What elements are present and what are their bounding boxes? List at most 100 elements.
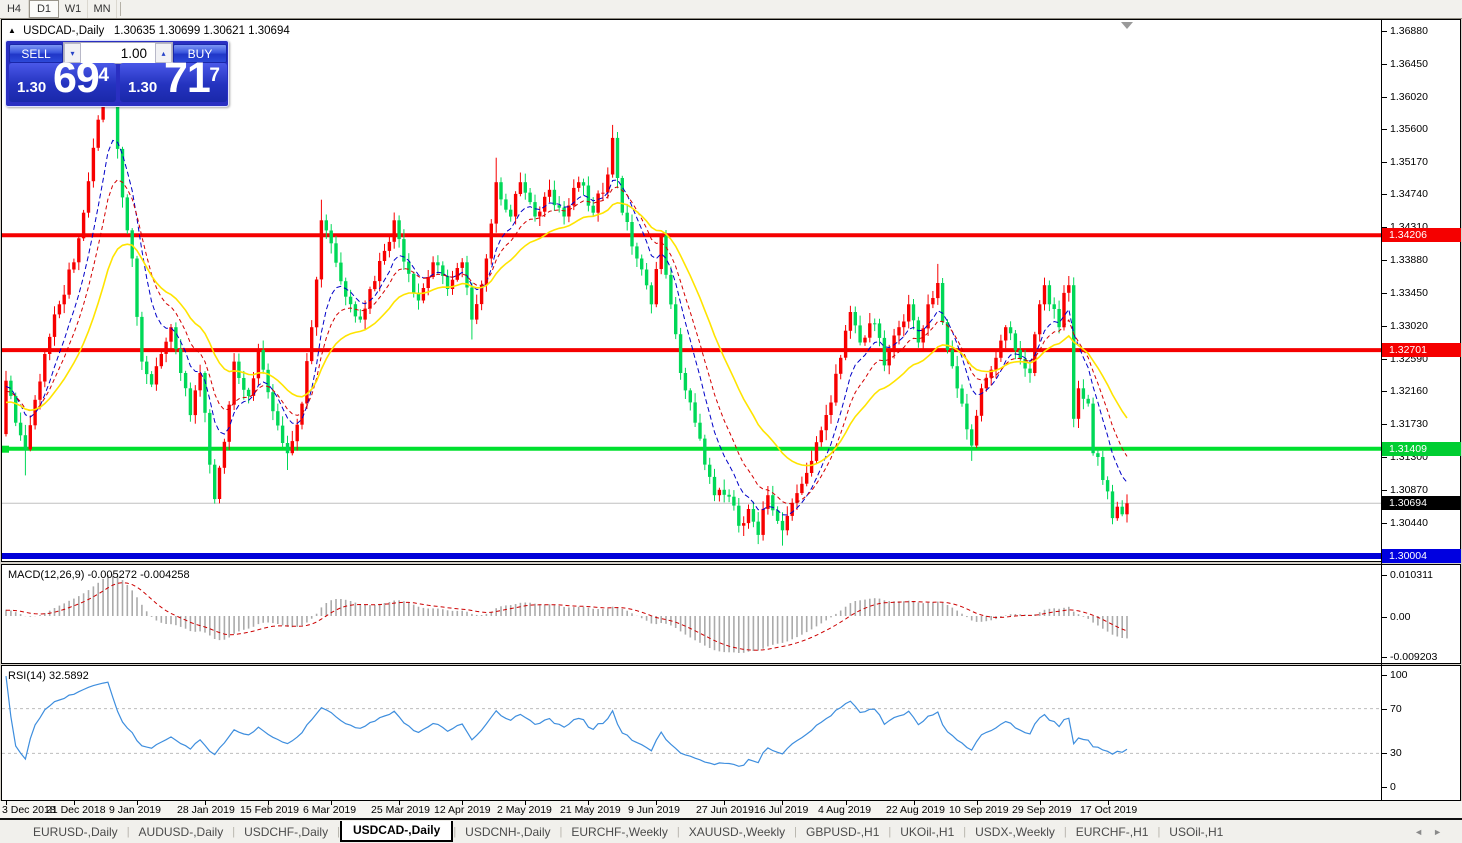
chart-tab-usdx-weekly[interactable]: USDX-,Weekly [975,824,1055,839]
date-label: 21 May 2019 [560,804,621,816]
sell-button[interactable]: SELL [9,44,63,63]
chart-tab-xauusd-weekly[interactable]: XAUUSD-,Weekly [688,824,786,839]
timeframe-button-w1[interactable]: W1 [59,0,88,18]
date-label: 29 Sep 2019 [1012,804,1072,816]
axis-tick [1381,194,1387,195]
volume-input[interactable]: 1.00 [120,45,147,61]
h-line-handle [2,445,9,453]
date-tick [1108,801,1109,805]
axis-tick [1381,260,1387,261]
sell-price-box[interactable]: 1.30 69 4 [9,54,116,102]
chart-tab-eurchf-weekly[interactable]: EURCHF-,Weekly [571,824,668,839]
axis-tick [1381,162,1387,163]
rsi-tick-label: 100 [1390,669,1408,681]
date-label: 10 Sep 2019 [949,804,1009,816]
price-tick-label: 1.36880 [1390,25,1428,37]
date-tick [846,801,847,805]
date-tick [331,801,332,805]
axis-tick [1381,129,1387,130]
date-tick [525,801,526,805]
chart-tab-eurchf-h1[interactable]: EURCHF-,H1 [1075,824,1149,839]
price-tag-1.30004: 1.30004 [1382,549,1461,563]
buy-price-box[interactable]: 1.30 71 7 [120,54,227,102]
chart-tab-usoil-h1[interactable]: USOil-,H1 [1169,824,1224,839]
axis-tick [1381,490,1387,491]
price-tick-label: 1.30870 [1390,484,1428,496]
price-chart-pane[interactable] [1,19,1461,562]
date-label: 6 Mar 2019 [303,804,357,816]
candlestick-chart[interactable] [2,20,1381,561]
axis-tick [1381,523,1387,524]
axis-tick [1381,617,1387,618]
date-label: 2 May 2019 [497,804,552,816]
axis-tick [1381,675,1387,676]
chart-tab-audusd-daily[interactable]: AUDUSD-,Daily [138,824,224,839]
date-tick [399,801,400,805]
tab-separator: | [232,825,236,838]
price-tick-label: 1.31730 [1390,418,1428,430]
price-tick-label: 1.33020 [1390,320,1428,332]
date-label: 21 Dec 2018 [46,804,106,816]
tab-scroll-left-icon[interactable]: ◄ [1414,826,1434,837]
one-click-trade-panel: SELL ▾ 1.00 ▴ BUY 1.30 69 4 1.30 71 7 [5,40,229,107]
tab-separator: | [126,825,130,838]
macd-pane[interactable] [1,564,1461,664]
shift-marker-icon [1121,22,1133,29]
volume-up-icon[interactable]: ▴ [155,43,172,63]
price-tag-1.30694: 1.30694 [1382,496,1461,510]
date-tick [6,801,7,805]
sell-price-prefix: 1.30 [17,79,47,96]
sell-price-big: 69 [53,54,100,102]
axis-tick [1381,709,1387,710]
date-label: 17 Oct 2019 [1080,804,1138,816]
price-tick-label: 1.33880 [1390,254,1428,266]
tab-separator: | [794,825,798,838]
macd-tick-label: 0.010311 [1390,569,1434,581]
chart-tab-ukoil-h1[interactable]: UKOil-,H1 [900,824,955,839]
date-tick [74,801,75,805]
price-tag-1.34206: 1.34206 [1382,228,1461,242]
date-tick [137,801,138,805]
tab-scroll-right-icon[interactable]: ► [1433,826,1452,837]
volume-spinner: ▾ 1.00 ▴ [63,42,173,64]
chart-tab-eurusd-daily[interactable]: EURUSD-,Daily [33,824,118,839]
date-label: 9 Jan 2019 [109,804,161,816]
chart-tab-usdcad-daily[interactable]: USDCAD-,Daily [339,821,454,842]
axis-tick [1381,64,1387,65]
date-label: 22 Aug 2019 [886,804,945,816]
macd-signal-line [5,582,1128,651]
timeframe-button-d1[interactable]: D1 [29,0,59,18]
chart-tab-usdchf-daily[interactable]: USDCHF-,Daily [244,824,329,839]
price-tick-label: 1.36450 [1390,58,1428,70]
axis-tick [1381,657,1387,658]
date-label: 25 Mar 2019 [371,804,430,816]
rsi-label: RSI(14) 32.5892 [8,670,89,682]
axis-tick [1381,753,1387,754]
symbol-ohlc: 1.30635 1.30699 1.30621 1.30694 [113,25,290,37]
rsi-line [5,676,1128,767]
ma-line-26 [5,201,1128,467]
sell-price-sup: 4 [98,65,109,86]
timeframe-button-h4[interactable]: H4 [0,0,29,18]
tab-scroll-arrows[interactable]: ◄► [1414,827,1452,837]
price-tick-label: 1.30440 [1390,517,1428,529]
axis-tick [1381,326,1387,327]
rsi-tick-label: 0 [1390,781,1396,793]
macd-tick-label: -0.009203 [1390,651,1438,663]
date-axis: 3 Dec 2018 21 Dec 2018 9 Jan 2019 28 Jan 20… [0,801,1462,820]
collapse-icon[interactable]: ▲ [8,26,16,35]
buy-button[interactable]: BUY [173,44,227,63]
rsi-pane[interactable] [1,665,1461,801]
macd-chart[interactable] [2,565,1381,663]
chart-tab-gbpusd-h1[interactable]: GBPUSD-,H1 [806,824,880,839]
timeframe-button-mn[interactable]: MN [88,0,117,18]
volume-down-icon[interactable]: ▾ [64,43,81,63]
date-label: 16 Jul 2019 [754,804,809,816]
tab-separator: | [888,825,892,838]
buy-price-sup: 7 [209,65,220,86]
price-tag-1.31409: 1.31409 [1382,442,1461,456]
rsi-chart[interactable] [2,666,1381,799]
chart-tab-usdcnh-daily[interactable]: USDCNH-,Daily [465,824,551,839]
date-tick [205,801,206,805]
date-tick [1040,801,1041,805]
